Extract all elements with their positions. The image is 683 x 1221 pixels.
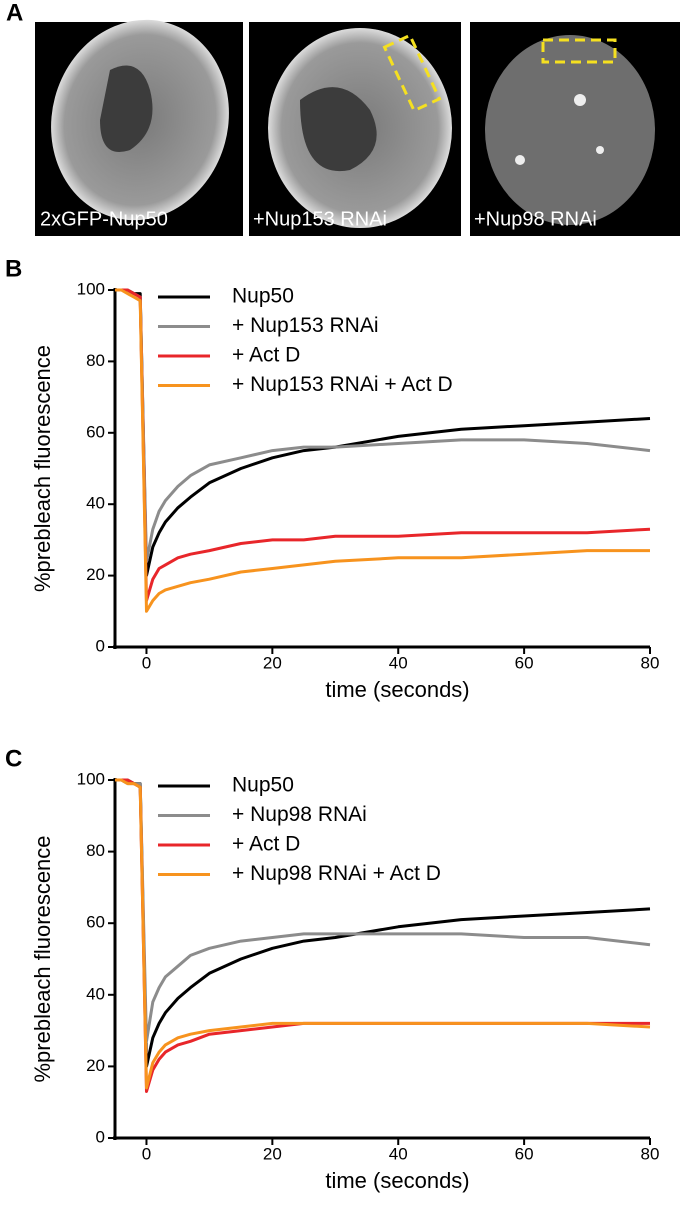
panel-label: A bbox=[6, 0, 23, 26]
chart: C 0 20 40 60 80 100 0 20 40 60 80 time (seconds) %pre… bbox=[5, 745, 659, 1192]
x-tick-label: 0 bbox=[142, 653, 151, 672]
legend-label: + Nup98 RNAi + Act D bbox=[232, 862, 441, 885]
series-line bbox=[115, 778, 651, 1090]
y-tick-label: 20 bbox=[86, 1056, 105, 1075]
y-tick-label: 100 bbox=[77, 769, 105, 788]
legend-label: Nup50 bbox=[232, 774, 294, 797]
micrograph: 2xGFP-Nup50 bbox=[35, 19, 243, 236]
y-tick-label: 80 bbox=[86, 841, 105, 860]
y-tick-label: 0 bbox=[96, 1127, 105, 1146]
image-caption: +Nup98 RNAi bbox=[474, 208, 597, 230]
image-caption: 2xGFP-Nup50 bbox=[40, 208, 168, 230]
y-tick-label: 0 bbox=[96, 636, 105, 655]
y-tick-label: 100 bbox=[77, 279, 105, 298]
panel-label: C bbox=[5, 745, 22, 772]
legend-label: + Nup98 RNAi bbox=[232, 803, 367, 826]
x-tick-label: 80 bbox=[641, 653, 660, 672]
y-tick-label: 80 bbox=[86, 351, 105, 370]
y-tick-label: 60 bbox=[86, 913, 105, 932]
micrograph: +Nup98 RNAi bbox=[470, 22, 680, 236]
x-axis-title: time (seconds) bbox=[325, 1168, 469, 1193]
y-axis-title: %prebleach fluorescence bbox=[30, 345, 55, 592]
x-tick-label: 60 bbox=[515, 1144, 534, 1163]
y-tick-label: 20 bbox=[86, 565, 105, 584]
panel-label: B bbox=[5, 255, 22, 282]
y-tick-label: 40 bbox=[86, 494, 105, 513]
x-tick-label: 40 bbox=[389, 653, 408, 672]
x-tick-label: 60 bbox=[515, 653, 534, 672]
x-tick-label: 20 bbox=[263, 1144, 282, 1163]
chart: B 0 20 40 60 80 100 0 20 40 60 80 time (seconds) %pre… bbox=[5, 255, 659, 701]
y-axis-title: %prebleach fluorescence bbox=[30, 835, 55, 1082]
legend-label: Nup50 bbox=[232, 285, 294, 308]
x-tick-label: 80 bbox=[641, 1144, 660, 1163]
legend-label: + Act D bbox=[232, 833, 300, 856]
x-axis-title: time (seconds) bbox=[325, 677, 469, 702]
legend-label: + Nup153 RNAi + Act D bbox=[232, 373, 453, 396]
y-tick-label: 60 bbox=[86, 422, 105, 441]
series-line bbox=[115, 288, 651, 603]
series-line bbox=[115, 288, 651, 563]
micrograph: +Nup153 RNAi bbox=[249, 22, 461, 236]
y-tick-label: 40 bbox=[86, 984, 105, 1003]
x-tick-label: 0 bbox=[142, 1144, 151, 1163]
series-line bbox=[115, 288, 650, 613]
series-line bbox=[115, 778, 651, 1043]
x-tick-label: 40 bbox=[389, 1144, 408, 1163]
series-line bbox=[115, 778, 650, 1093]
x-tick-label: 20 bbox=[263, 653, 282, 672]
legend-label: + Act D bbox=[232, 344, 300, 367]
legend-label: + Nup153 RNAi bbox=[232, 314, 379, 337]
image-caption: +Nup153 RNAi bbox=[253, 208, 387, 230]
